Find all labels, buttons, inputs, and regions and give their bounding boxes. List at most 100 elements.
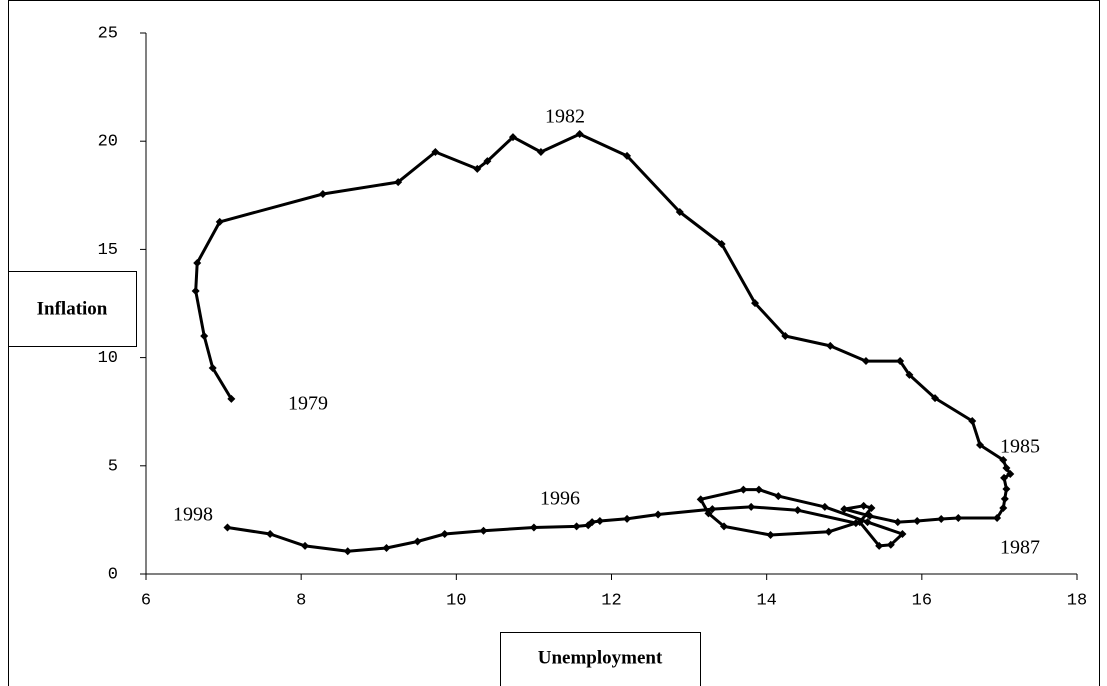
point-marker (536, 148, 545, 157)
x-tick-label: 12 (601, 591, 621, 610)
point-marker (508, 133, 517, 142)
point-marker (200, 331, 209, 340)
point-marker (301, 541, 310, 550)
point-marker (529, 523, 538, 532)
point-marker (793, 506, 802, 515)
point-marker (1006, 470, 1015, 479)
point-marker (875, 541, 884, 550)
point-marker (584, 521, 593, 530)
point-marker (191, 286, 200, 295)
y-tick-label: 0 (108, 565, 118, 584)
point-marker (865, 512, 874, 521)
point-marker (572, 522, 581, 531)
point-marker (826, 341, 835, 350)
point-marker (999, 503, 1008, 512)
annotation: 1987 (1000, 537, 1040, 559)
line (194, 132, 1012, 553)
x-tick-label: 10 (446, 591, 466, 610)
annotation: 1985 (1000, 436, 1040, 458)
x-tick-label: 14 (756, 591, 776, 610)
point-marker (754, 485, 763, 494)
point-marker (717, 239, 726, 248)
point-marker (575, 130, 584, 139)
point-marker (766, 531, 775, 540)
point-marker (440, 529, 449, 538)
chart-frame (8, 0, 1100, 686)
point-marker (896, 357, 905, 366)
point-marker (840, 505, 849, 514)
point-marker (413, 537, 422, 546)
x-tick-label: 16 (912, 591, 932, 610)
point-marker (898, 529, 907, 538)
point-marker (751, 299, 760, 308)
point-marker (968, 417, 977, 426)
point-marker (696, 495, 705, 504)
point-marker (708, 505, 717, 514)
annotation: 1996 (540, 488, 580, 510)
point-marker (824, 527, 833, 536)
point-marker (937, 515, 946, 524)
y-tick-label: 20 (98, 133, 118, 152)
annotation: 1979 (288, 393, 328, 415)
x-tick-label: 6 (141, 591, 151, 610)
y-tick-label: 25 (98, 24, 118, 43)
point-marker (886, 540, 895, 549)
x-tick-label: 8 (296, 591, 306, 610)
point-marker (623, 151, 632, 160)
point-marker (859, 501, 868, 510)
point-marker (595, 516, 604, 525)
point-marker (1000, 473, 1009, 482)
point-marker (999, 455, 1008, 464)
point-marker (1002, 463, 1011, 472)
x-tick-label: 18 (1067, 591, 1087, 610)
point-marker (781, 331, 790, 340)
point-marker (1002, 484, 1011, 493)
point-marker (1000, 494, 1009, 503)
point-marker (675, 207, 684, 216)
point-marker (861, 357, 870, 366)
y-axis-label: Inflation (37, 298, 108, 319)
point-marker (774, 492, 783, 501)
point-marker (483, 157, 492, 166)
point-marker (867, 503, 876, 512)
point-marker (654, 510, 663, 519)
annotation: 1982 (545, 106, 585, 128)
point-marker (479, 526, 488, 535)
point-marker (863, 518, 872, 527)
point-marker (954, 513, 963, 522)
point-marker (993, 513, 1002, 522)
point-marker (318, 190, 327, 199)
point-marker (820, 502, 829, 511)
annotation: 1998 (173, 504, 213, 526)
y-tick-label: 10 (98, 349, 118, 368)
point-marker (208, 363, 217, 372)
y-label-box (8, 271, 137, 347)
point-marker (343, 547, 352, 556)
point-marker (223, 523, 232, 532)
point-marker (193, 259, 202, 268)
point-marker (893, 518, 902, 527)
point-marker (739, 485, 748, 494)
y-tick-label: 5 (108, 457, 118, 476)
x-label-box (500, 632, 701, 686)
point-marker (215, 217, 224, 226)
point-marker (976, 441, 985, 450)
point-marker (913, 516, 922, 525)
point-marker (719, 522, 728, 531)
x-axis-label: Unemployment (538, 647, 663, 668)
point-marker (704, 509, 713, 518)
y-tick-label: 15 (98, 241, 118, 260)
point-marker (905, 370, 914, 379)
point-marker (623, 514, 632, 523)
point-marker (851, 519, 860, 528)
point-marker (266, 529, 275, 538)
point-marker (227, 394, 236, 403)
point-marker (431, 148, 440, 157)
point-marker (473, 164, 482, 173)
point-marker (931, 394, 940, 403)
point-marker (747, 502, 756, 511)
point-marker (382, 544, 391, 553)
point-marker (394, 178, 403, 187)
